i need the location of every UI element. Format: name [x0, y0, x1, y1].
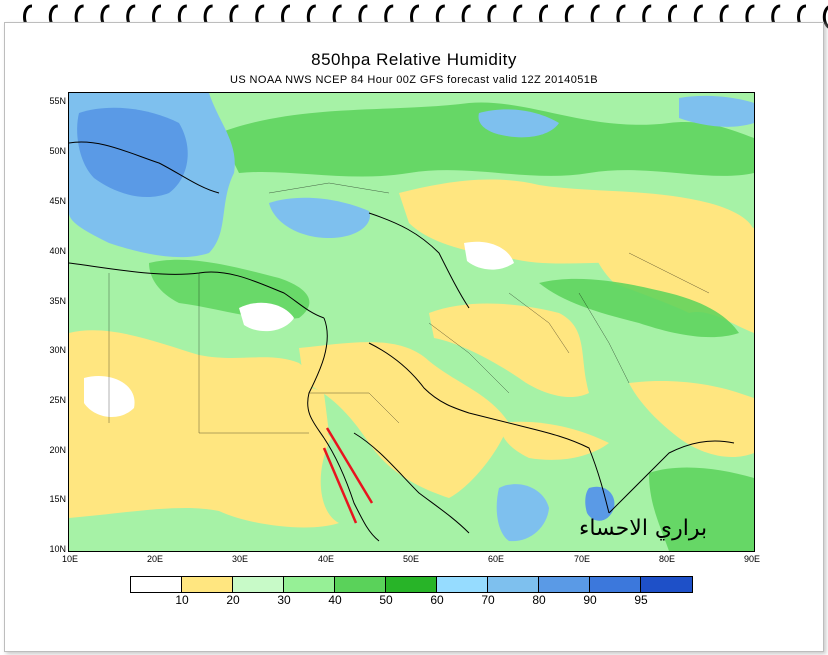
coastlines [69, 141, 735, 542]
legend-swatch [488, 577, 539, 592]
y-tick-label: 15N [49, 494, 66, 504]
x-tick-label: 50E [402, 554, 419, 564]
legend-label: 10 [175, 593, 189, 607]
y-tick-label: 20N [49, 445, 66, 455]
humidity-map-canvas [69, 93, 754, 551]
very-wet-region-indian-ocean [496, 484, 549, 542]
spiral-ring [822, 5, 828, 29]
wet-band-bay-of-bengal [649, 467, 754, 551]
dry-region-tibet [589, 217, 754, 333]
borders [108, 182, 710, 434]
x-tick-label: 30E [231, 554, 248, 564]
x-tick-label: 20E [146, 554, 163, 564]
legend-label: 90 [583, 593, 597, 607]
legend-swatch [131, 577, 182, 592]
y-tick-label: 40N [49, 246, 66, 256]
very-wet-region-russia [478, 109, 559, 138]
very-wet-region-east [679, 95, 754, 127]
legend-swatch [335, 577, 386, 592]
legend-label: 95 [634, 593, 648, 607]
y-tick-label: 45N [49, 196, 66, 206]
dry-region-india [629, 381, 754, 458]
dry-pocket-sahara [84, 376, 135, 418]
legend-swatch [284, 577, 335, 592]
color-legend [130, 576, 693, 593]
y-tick-label: 55N [49, 96, 66, 106]
wet-band-himalaya [539, 278, 739, 338]
legend-label: 50 [379, 593, 393, 607]
legend-label: 60 [430, 593, 444, 607]
x-tick-label: 10E [61, 554, 78, 564]
legend-swatch [386, 577, 437, 592]
x-tick-label: 70E [573, 554, 590, 564]
very-wet-region-balkans [77, 107, 188, 198]
y-tick-label: 50N [49, 146, 66, 156]
dry-pocket-sinai [239, 302, 294, 332]
legend-swatch [182, 577, 233, 592]
map-title: 850hpa Relative Humidity [311, 50, 517, 69]
very-wet-region-black-sea [269, 197, 370, 238]
legend-swatch [437, 577, 488, 592]
legend-label: 70 [481, 593, 495, 607]
legend-swatch [539, 577, 590, 592]
legend-label: 40 [328, 593, 342, 607]
map-subtitle: US NOAA NWS NCEP 84 Hour 00Z GFS forecas… [229, 74, 598, 86]
annotation-line-right [325, 427, 374, 504]
y-tick-label: 35N [49, 296, 66, 306]
annotation-line-left [322, 447, 358, 524]
legend-label: 30 [277, 593, 291, 607]
x-tick-label: 90E [743, 554, 760, 564]
y-tick-label: 25N [49, 395, 66, 405]
humidity-map[interactable]: براري الاحساء [68, 92, 755, 552]
dry-region-arabian-sea [499, 421, 609, 460]
legend-label: 80 [532, 593, 546, 607]
dry-region-libya-egypt [89, 367, 329, 438]
x-tick-label: 80E [658, 554, 675, 564]
very-wet-region-sri-lanka [585, 486, 615, 521]
x-tick-label: 40E [317, 554, 334, 564]
y-tick-label: 30N [49, 345, 66, 355]
dry-region-arabia [299, 342, 509, 498]
dry-region-iran [429, 303, 589, 398]
legend-swatch [590, 577, 641, 592]
legend-swatch [641, 577, 692, 592]
legend-label: 20 [226, 593, 240, 607]
wet-band-north [219, 102, 754, 177]
x-tick-label: 60E [487, 554, 504, 564]
dry-pocket-caspian [464, 241, 514, 270]
y-tick-label: 10N [49, 544, 66, 554]
legend-swatch [233, 577, 284, 592]
watermark-text: براري الاحساء [579, 516, 708, 541]
